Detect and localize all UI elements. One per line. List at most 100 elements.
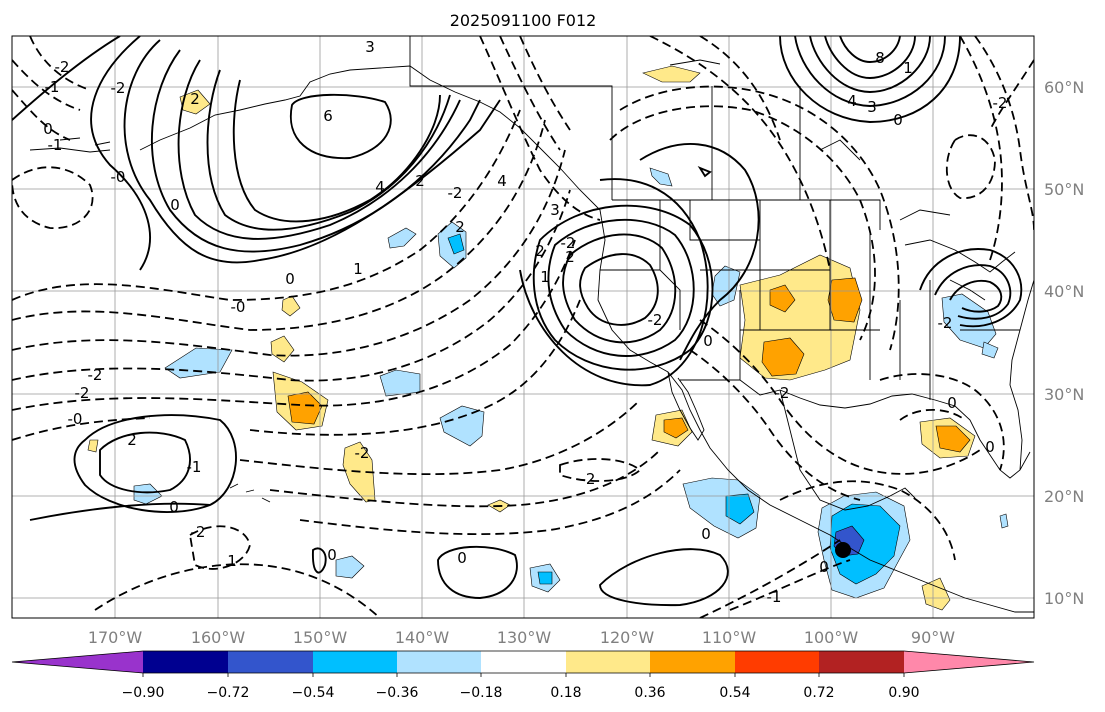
colorbar-tick-label: 0.54: [719, 685, 750, 701]
contour-labels: -2 -2 0 3 6 4 2 8 4 3 0 1 -2 -1 2 -0 0 -…: [43, 38, 1007, 606]
negative-anomaly-shade: [981, 341, 999, 359]
contour-line: [562, 233, 677, 344]
contour-line: [232, 79, 441, 223]
negative-anomaly-shade: [447, 233, 465, 255]
contour-label: 2: [565, 248, 575, 266]
lat-label: 10°N: [1044, 589, 1084, 608]
negative-anomaly-shade: [439, 405, 485, 447]
colorbar-segment: [481, 651, 566, 673]
lon-label: 140°W: [395, 628, 450, 647]
positive-anomaly-shade: [769, 284, 796, 313]
positive-anomaly-shade: [827, 277, 863, 323]
contour-label: -2: [581, 470, 596, 488]
contour-line: [899, 408, 966, 421]
contour-line: [699, 36, 781, 141]
positive-anomaly-shade: [663, 417, 689, 439]
contour-label: 2: [455, 218, 465, 236]
contour-label: -1: [48, 136, 63, 154]
positive-anomaly-shade: [761, 337, 805, 377]
canada-us-border: [612, 199, 881, 230]
figure-title: 2025091100 F012: [450, 11, 597, 30]
contour-label: 0: [947, 394, 957, 412]
colorbar-tick-label: −0.90: [122, 685, 165, 701]
contour-label: -2: [75, 384, 90, 402]
positive-anomaly-shade: [87, 439, 99, 453]
colorbar-tick-label: −0.36: [376, 685, 419, 701]
alaska-coastline: [139, 65, 601, 211]
contour-label: -2: [648, 311, 663, 329]
colorbar: −0.90 −0.72 −0.54 −0.36 −0.18 0.18 0.36 …: [11, 650, 1035, 701]
contour-label: -2: [938, 314, 953, 332]
contour-line: [547, 218, 695, 357]
colorbar-segment: [735, 651, 819, 673]
colorbar-segment: [650, 651, 735, 673]
contour-line: [479, 36, 601, 221]
contour-line: [934, 264, 1012, 320]
contour-label: 0: [701, 525, 711, 543]
lon-label: 100°W: [804, 628, 859, 647]
contour-line: [289, 93, 392, 159]
contour-line: [12, 36, 121, 121]
contour-line: [12, 149, 566, 357]
contour-label: 0: [169, 498, 179, 516]
contour-label: 1: [540, 268, 550, 286]
latitude-axis: 60°N 50°N 40°N 30°N 20°N 10°N: [1044, 78, 1084, 608]
lat-label: 60°N: [1044, 78, 1084, 97]
contour-label: 1: [353, 260, 363, 278]
colorbar-segment: [228, 651, 313, 673]
longitude-axis: 170°W 160°W 150°W 140°W 130°W 120°W 110°…: [88, 628, 955, 647]
contour-line: [779, 480, 956, 561]
contour-line: [699, 539, 841, 618]
positive-anomaly-shade: [921, 577, 951, 611]
contour-line: [239, 399, 641, 476]
baja-california: [667, 371, 705, 441]
negative-contours: [12, 36, 1034, 618]
contour-label: -1: [767, 588, 782, 606]
contour-label: -2: [993, 94, 1008, 112]
contour-line: [649, 36, 831, 271]
north-america-west-coast: [597, 209, 1034, 613]
contour-line: [206, 69, 451, 231]
contour-label: -2: [88, 366, 103, 384]
contour-label: 2: [535, 242, 545, 260]
contour-line: [974, 36, 1034, 231]
contour-label: 6: [323, 107, 333, 125]
colorbar-tick-label: −0.72: [207, 685, 250, 701]
contour-label: 1: [903, 59, 913, 77]
lon-label: 150°W: [293, 628, 348, 647]
contour-line: [312, 547, 327, 574]
contour-label: 4: [847, 92, 857, 110]
contour-label: -1: [45, 78, 60, 96]
colorbar-segment: [397, 651, 481, 673]
contour-line: [949, 280, 1003, 313]
contour-line: [919, 248, 1023, 328]
lat-label: 20°N: [1044, 487, 1084, 506]
lon-label: 170°W: [88, 628, 143, 647]
contour-line: [519, 178, 709, 387]
contour-label: 0: [285, 270, 295, 288]
contour-line: [12, 59, 81, 111]
colorbar-tick-label: 0.72: [803, 685, 834, 701]
lat-label: 50°N: [1044, 180, 1084, 199]
contour-line: [579, 253, 659, 326]
contour-label: 0: [457, 549, 467, 567]
us-state-borders: [600, 200, 1020, 400]
negative-anomaly-shade: [941, 293, 997, 349]
colorbar-segment: [12, 651, 143, 673]
hawaii-islands: [229, 483, 271, 503]
positive-anomaly-shade: [287, 391, 323, 425]
contour-line: [12, 119, 546, 331]
contour-line: [12, 89, 71, 141]
contour-line: [29, 36, 91, 91]
positive-anomaly-shade: [935, 425, 971, 453]
positive-anomaly-shade: [642, 65, 701, 83]
contour-label: -2: [355, 444, 370, 462]
contour-line: [559, 458, 642, 482]
contour-label: 0: [893, 111, 903, 129]
contour-label: 3: [550, 201, 560, 219]
contour-line: [269, 449, 661, 508]
contour-line: [619, 85, 900, 351]
contour-line: [609, 105, 876, 341]
contour-line: [697, 166, 712, 178]
gridlines: [12, 36, 1034, 618]
